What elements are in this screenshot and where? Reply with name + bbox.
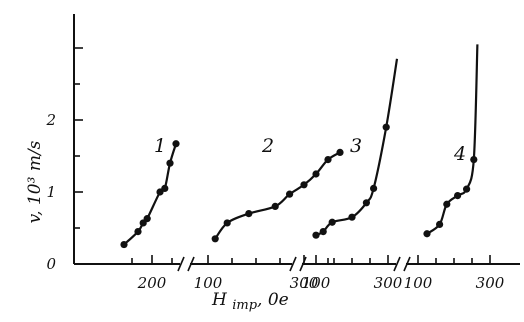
curve-label-2: 2 — [261, 135, 274, 157]
data-point — [223, 219, 231, 227]
data-point — [161, 184, 169, 192]
data-point — [454, 192, 462, 200]
data-point — [470, 156, 478, 164]
data-point — [271, 202, 279, 210]
y-tick-label: 2 — [45, 111, 56, 129]
x-tick-label: 100 — [404, 274, 433, 292]
data-point — [166, 159, 174, 167]
data-point — [245, 210, 253, 218]
y-tick-label: 0 — [46, 255, 56, 273]
data-point — [348, 213, 356, 221]
data-point — [312, 170, 320, 178]
data-point — [143, 215, 151, 223]
x-tick-label: 300 — [290, 274, 319, 292]
chart-curves — [120, 44, 479, 249]
data-point — [436, 220, 444, 228]
axis-break-mark — [393, 256, 401, 272]
y-tick-label: 1 — [46, 183, 56, 201]
y-axis-title: v, 10³ m/s — [25, 140, 45, 223]
x-tick-label: 100 — [302, 274, 331, 292]
x-tick-label: 100 — [194, 274, 223, 292]
data-point — [120, 240, 128, 249]
data-point — [324, 156, 332, 164]
data-point — [336, 148, 344, 156]
curve-label-1: 1 — [154, 135, 166, 157]
data-point — [423, 230, 431, 238]
x-tick-label: 300 — [374, 274, 403, 292]
data-point — [211, 235, 219, 243]
x-axis-title-main: H — [211, 290, 232, 310]
axis-break-mark — [299, 256, 307, 272]
data-point — [300, 181, 308, 189]
data-point — [172, 140, 180, 148]
data-point — [328, 218, 336, 226]
data-point — [463, 185, 471, 193]
data-point — [362, 199, 370, 207]
x-axis-title: H imp, 0e — [211, 290, 289, 313]
data-point — [319, 228, 327, 236]
series-line-1 — [123, 143, 178, 246]
chart-axes — [73, 14, 520, 272]
data-point — [382, 123, 390, 131]
data-point — [286, 190, 294, 198]
axis-break-mark — [177, 256, 185, 272]
x-axis-title-unit: , 0e — [257, 290, 289, 310]
x-tick-label: 300 — [476, 274, 505, 292]
series-line-4 — [426, 44, 479, 235]
series-line-2 — [214, 151, 341, 240]
data-point — [312, 231, 320, 239]
x-axis-title-subscript: imp — [232, 298, 257, 313]
data-point — [370, 184, 378, 192]
curve-label-4: 4 — [453, 143, 466, 165]
axis-break-mark — [187, 256, 195, 272]
axis-break-mark — [403, 256, 411, 272]
x-tick-label: 200 — [137, 274, 167, 292]
data-point — [134, 228, 142, 236]
data-point — [443, 200, 451, 208]
axis-break-mark — [289, 256, 297, 272]
curve-label-3: 3 — [350, 135, 362, 157]
